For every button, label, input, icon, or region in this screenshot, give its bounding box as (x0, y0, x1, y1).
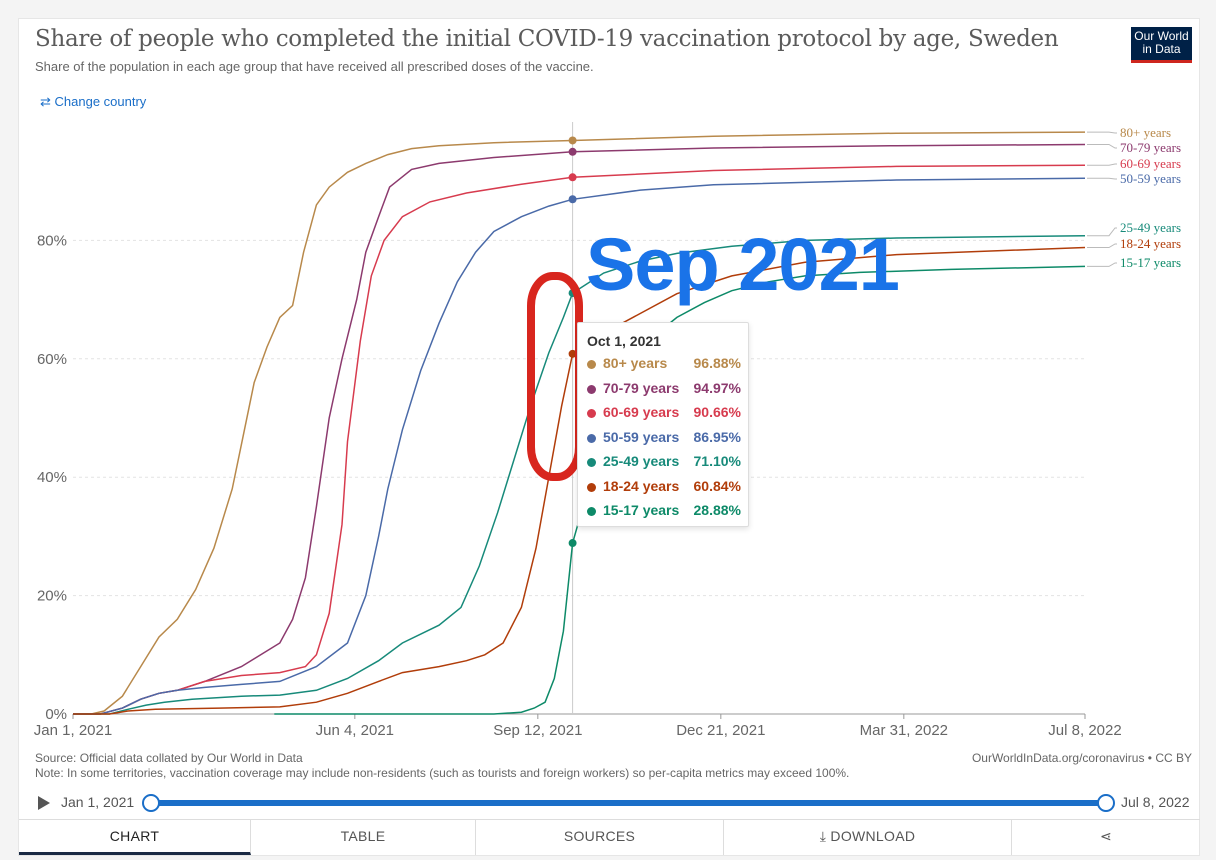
label-connector (1087, 243, 1117, 248)
tooltip-row: 18-24 years 60.84% (587, 478, 747, 498)
timeline-end-handle[interactable] (1097, 794, 1115, 812)
tooltip-row: 50-59 years 86.95% (587, 429, 747, 449)
logo-line-2: in Data (1142, 42, 1181, 56)
hover-dot (568, 289, 577, 298)
legend-dot (587, 384, 596, 394)
note-text: Note: In some territories, vaccination c… (35, 766, 850, 780)
legend-dot (587, 409, 596, 418)
series-end-label: 50-59 years (1120, 171, 1181, 186)
label-connector (1087, 262, 1117, 267)
tab-chart[interactable]: CHART (19, 820, 251, 855)
label-connector (1087, 177, 1117, 180)
series-line (73, 177, 1086, 715)
x-tick-label: Sep 12, 2021 (493, 722, 582, 739)
tooltip-row: 70-79 years 94.97% (587, 380, 747, 400)
timeline-start-label: Jan 1, 2021 (61, 794, 135, 810)
tab-table[interactable]: TABLE (251, 820, 476, 855)
label-connector (1087, 131, 1117, 134)
tooltip-series-name: 60-69 years (603, 404, 680, 420)
tooltip-series-name: 50-59 years (603, 428, 680, 445)
tooltip-series-value: 86.95% (693, 428, 741, 445)
source-text: Source: Official data collated by Our Wo… (35, 751, 303, 765)
logo-line-1: Our World (1134, 29, 1189, 43)
tooltip-row: 60-69 years 90.66% (587, 404, 747, 424)
timeline: Jan 1, 2021 Jul 8, 2022 (0, 785, 1216, 819)
hover-dot (568, 173, 577, 182)
tooltip-series-value: 96.88% (693, 355, 741, 371)
y-tick-label: 60% (37, 351, 67, 368)
x-tick-label: Jul 8, 2022 (1048, 722, 1121, 739)
series-end-label: 18-24 years (1120, 236, 1181, 251)
hover-dot (568, 539, 577, 548)
y-tick-label: 40% (37, 469, 67, 486)
hover-dot (568, 147, 577, 156)
y-axis: 0% 20% 40% 60% 80% (37, 232, 67, 723)
chart-subtitle: Share of the population in each age grou… (35, 59, 594, 74)
tab-download[interactable]: ⤓ DOWNLOAD (724, 820, 1012, 855)
hover-dot (568, 195, 577, 204)
x-tick-label: Dec 21, 2021 (676, 722, 765, 739)
timeline-end-label: Jul 8, 2022 (1121, 794, 1190, 810)
tooltip-series-name: 80+ years (603, 355, 668, 371)
legend-dot (587, 507, 596, 516)
series-end-label: 60-69 years (1120, 156, 1181, 171)
series-end-label: 15-17 years (1120, 255, 1181, 270)
tooltip-series-name: 25-49 years (603, 453, 680, 469)
series-end-label: 80+ years (1120, 125, 1171, 140)
tooltip-series-value: 71.10% (693, 453, 741, 469)
tooltip-series-value: 28.88% (693, 502, 741, 518)
owid-logo[interactable]: Our World in Data (1131, 27, 1192, 63)
tooltip-series-value: 94.97% (693, 379, 741, 396)
hover-dot (568, 349, 577, 358)
label-connector (1087, 227, 1117, 237)
series-line (73, 234, 1086, 715)
tooltip-series-name: 70-79 years (603, 379, 680, 396)
legend-dot (587, 433, 596, 443)
legend-dot (587, 360, 596, 369)
tab-bar: CHART TABLE SOURCES ⤓ DOWNLOAD ⋖ (19, 819, 1200, 856)
play-icon[interactable] (38, 796, 50, 810)
series-lines (73, 131, 1086, 715)
series-line (73, 131, 1086, 715)
y-tick-label: 80% (37, 232, 67, 249)
tooltip-series-name: 18-24 years (603, 477, 680, 494)
x-tick-label: Mar 31, 2022 (860, 722, 948, 739)
tooltip-row: 25-49 years 71.10% (587, 453, 747, 473)
x-axis: Jan 1, 2021 Jun 4, 2021 Sep 12, 2021 Dec 21… (34, 714, 1122, 739)
tab-sources[interactable]: SOURCES (476, 820, 724, 855)
source-note: Source: Official data collated by Our Wo… (35, 751, 849, 781)
x-tick-label: Jan 1, 2021 (34, 722, 112, 739)
tooltip-row: 80+ years 96.88% (587, 355, 747, 375)
label-connector (1087, 163, 1117, 166)
timeline-track[interactable] (149, 800, 1105, 806)
legend-dot (587, 482, 596, 492)
credit-link[interactable]: OurWorldInData.org/coronavirus • CC BY (971, 751, 1192, 765)
timeline-start-handle[interactable] (142, 794, 160, 812)
share-icon[interactable]: ⋖ (1099, 828, 1113, 844)
tooltip: Oct 1, 2021 80+ years 96.88% 70-79 years 94… (577, 322, 749, 527)
tooltip-series-value: 60.84% (693, 477, 741, 494)
series-end-label: 25-49 years (1120, 220, 1181, 235)
x-tick-label: Jun 4, 2021 (316, 722, 394, 739)
tooltip-row: 15-17 years 28.88% (587, 502, 747, 522)
tooltip-series-name: 15-17 years (603, 502, 680, 518)
y-tick-label: 0% (45, 706, 67, 723)
series-end-label: 70-79 years (1120, 140, 1181, 155)
tooltip-date: Oct 1, 2021 (587, 333, 661, 349)
legend-dot (587, 458, 596, 467)
change-country-link[interactable]: ⇄ Change country (40, 94, 147, 109)
sep-2021-annotation: Sep 2021 (586, 223, 900, 306)
hover-dot (568, 136, 577, 145)
tooltip-series-value: 90.66% (693, 404, 741, 420)
y-tick-label: 20% (37, 588, 67, 605)
chart-title: Share of people who completed the initia… (35, 26, 1059, 52)
label-connector (1087, 144, 1117, 149)
series-line (73, 246, 1086, 715)
